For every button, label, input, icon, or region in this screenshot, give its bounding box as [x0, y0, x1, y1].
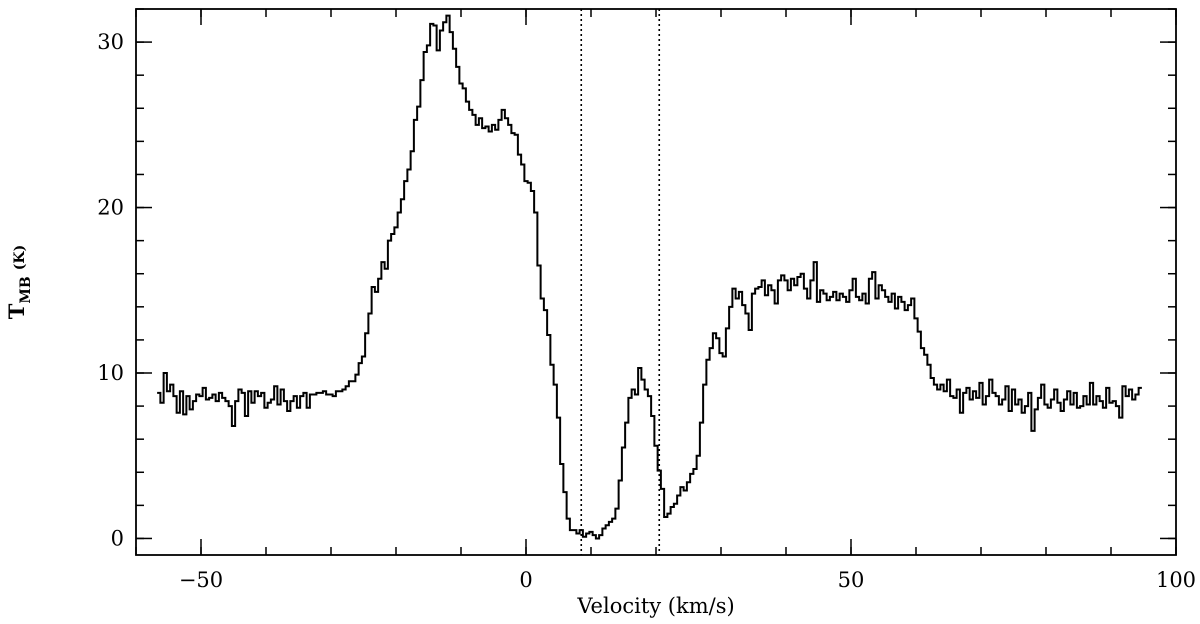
x-tick-label: 50 — [838, 568, 865, 592]
svg-text:TMB(K): TMB (K) — [4, 245, 34, 319]
y-tick-label: 30 — [97, 30, 124, 54]
y-axis-label-main: T — [4, 303, 29, 319]
spectrum-step-line — [157, 14, 1142, 540]
plot-frame — [135, 8, 1177, 556]
x-tick-label: 0 — [519, 568, 532, 592]
y-axis-label-unit: (K) — [12, 245, 28, 270]
x-tick-labels: −50 0 50 100 — [179, 568, 1196, 592]
y-axis-label-subscript: MB — [18, 276, 34, 303]
y-tick-label: 20 — [97, 196, 124, 220]
y-tick-label: 0 — [111, 526, 124, 550]
x-tick-label: 100 — [1156, 568, 1196, 592]
x-tick-label: −50 — [179, 568, 223, 592]
y-tick-labels: 0 10 20 30 — [97, 30, 124, 550]
series-layer — [157, 14, 1142, 540]
y-axis-label: TMB (K) — [4, 245, 34, 319]
x-axis-label: Velocity (km/s) — [576, 594, 734, 618]
y-tick-label: 10 — [97, 361, 124, 385]
reference-lines — [580, 9, 661, 555]
major-ticks — [136, 9, 1177, 555]
minor-ticks — [135, 8, 1177, 555]
